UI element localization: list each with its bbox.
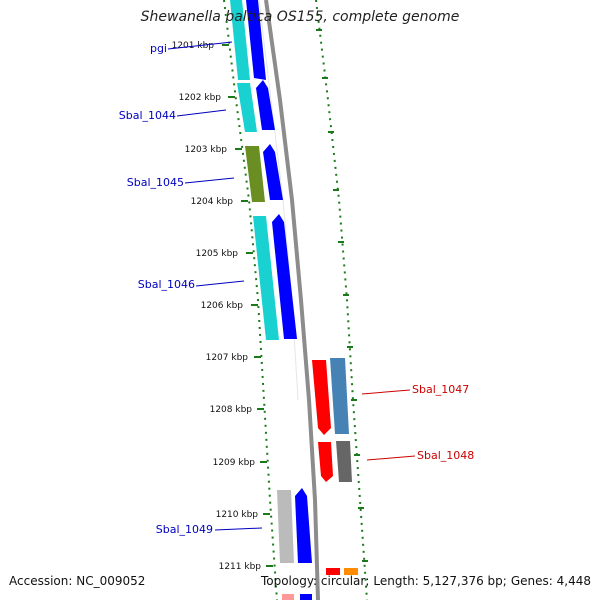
topology-value: circular <box>321 574 365 588</box>
gene-sbal-1045[interactable] <box>245 146 265 202</box>
length-label: Length: <box>373 574 418 588</box>
leader-lines <box>168 42 415 530</box>
gene-sbal-1047[interactable] <box>312 360 331 435</box>
gene-sbal-1049[interactable] <box>277 490 294 563</box>
gene-sbal-1047-pair[interactable] <box>330 358 349 434</box>
gene-sbal-1044[interactable] <box>237 83 257 132</box>
leader-line-sbal-1047 <box>362 390 410 394</box>
gene-label[interactable]: pgi <box>150 42 167 55</box>
tick-label: 1204 kbp <box>191 197 234 207</box>
tick-label: 1202 kbp <box>179 93 222 103</box>
gene-next-forward[interactable] <box>282 594 294 600</box>
tick-label: 1210 kbp <box>216 510 259 520</box>
gene-label[interactable]: Sbal_1047 <box>412 383 469 396</box>
tick-label: 1206 kbp <box>201 301 244 311</box>
gene-label[interactable]: Sbal_1048 <box>417 449 474 462</box>
gene-sbal-1048-pair[interactable] <box>336 441 352 482</box>
genes-value: 4,448 <box>557 574 591 588</box>
topology-label: Topology: <box>261 574 317 588</box>
genes-label: Genes: <box>511 574 553 588</box>
reverse-track-dots <box>316 0 367 600</box>
genome-summary: Topology: circular; Length: 5,127,376 bp;… <box>261 574 591 588</box>
reverse-genes <box>312 358 358 575</box>
gene-sbal-1044-pair[interactable] <box>256 80 275 130</box>
gene-sbal-1049-pair[interactable] <box>295 488 312 563</box>
gene-label[interactable]: Sbal_1049 <box>156 523 213 536</box>
gene-label[interactable]: Sbal_1045 <box>127 176 184 189</box>
accession-value: NC_009052 <box>76 574 145 588</box>
gene-labels: pgi Sbal_1044 Sbal_1045 Sbal_1046 Sbal_1… <box>119 42 475 536</box>
gene-next-forward-pair[interactable] <box>300 594 312 600</box>
tick-label: 1207 kbp <box>206 353 249 363</box>
leader-line-sbal-1048 <box>367 456 415 460</box>
tick-label: 1205 kbp <box>196 249 239 259</box>
genome-map: 1201 kbp 1202 kbp 1203 kbp 1204 kbp 1205… <box>0 0 600 600</box>
gene-sbal-1048[interactable] <box>318 442 333 482</box>
leader-line-sbal-1046 <box>196 281 244 286</box>
tick-label: 1211 kbp <box>219 562 262 572</box>
accession-info: Accession: NC_009052 <box>9 574 145 588</box>
map-title: Shewanella baltica OS155, complete genom… <box>0 9 600 25</box>
gene-label[interactable]: Sbal_1044 <box>119 109 176 122</box>
leader-line-sbal-1045 <box>185 178 234 183</box>
genome-map-canvas: 1201 kbp 1202 kbp 1203 kbp 1204 kbp 1205… <box>0 0 600 600</box>
tick-label: 1203 kbp <box>185 145 228 155</box>
leader-line-sbal-1044 <box>177 110 226 116</box>
length-value: 5,127,376 bp <box>423 574 503 588</box>
tick-label: 1208 kbp <box>210 405 253 415</box>
tick-label: 1209 kbp <box>213 458 256 468</box>
gene-label[interactable]: Sbal_1046 <box>138 278 195 291</box>
leader-line-sbal-1049 <box>215 528 262 530</box>
accession-label: Accession: <box>9 574 72 588</box>
